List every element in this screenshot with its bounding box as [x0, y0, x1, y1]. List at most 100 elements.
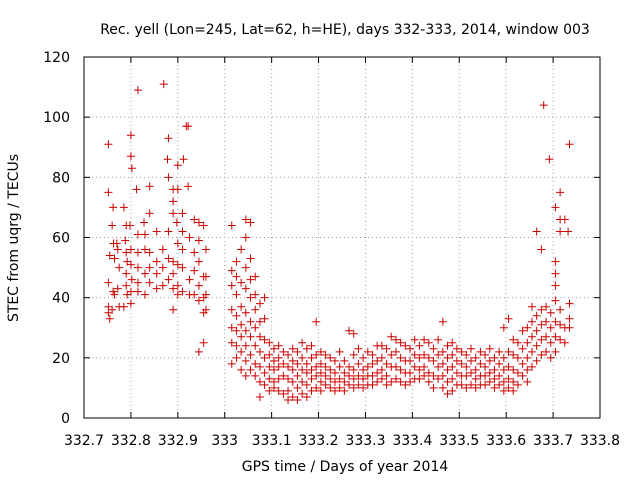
data-point — [104, 140, 113, 149]
data-point — [485, 377, 494, 386]
data-point — [424, 338, 433, 347]
data-point — [288, 377, 297, 386]
data-point — [227, 221, 236, 230]
data-point — [377, 365, 386, 374]
data-point — [237, 332, 246, 341]
data-point — [227, 281, 236, 290]
data-point — [340, 377, 349, 386]
data-point — [316, 347, 325, 356]
data-point — [104, 278, 113, 287]
data-point — [260, 314, 269, 323]
data-point — [307, 341, 316, 350]
data-point — [237, 365, 246, 374]
data-point — [227, 266, 236, 275]
data-point — [194, 281, 203, 290]
data-point — [112, 239, 121, 248]
data-point — [227, 359, 236, 368]
data-point — [448, 374, 457, 383]
data-point — [133, 278, 142, 287]
data-point — [169, 269, 178, 278]
data-point — [152, 257, 161, 266]
data-point — [424, 353, 433, 362]
data-point — [504, 383, 513, 392]
data-point — [312, 317, 321, 326]
data-point — [302, 380, 311, 389]
y-tick-label: 0 — [61, 411, 70, 427]
data-point — [133, 86, 142, 95]
data-point — [452, 368, 461, 377]
data-point — [330, 386, 339, 395]
data-point — [246, 365, 255, 374]
data-point — [382, 359, 391, 368]
data-point — [509, 335, 518, 344]
x-tick-label: 332.8 — [111, 433, 151, 449]
data-point — [274, 341, 283, 350]
data-point — [335, 383, 344, 392]
data-point — [201, 305, 210, 314]
data-point — [316, 359, 325, 368]
data-point — [527, 332, 536, 341]
data-point — [509, 350, 518, 359]
data-point — [448, 338, 457, 347]
data-point — [105, 314, 114, 323]
data-point — [321, 371, 330, 380]
data-point — [260, 353, 269, 362]
data-points — [104, 80, 574, 404]
data-point — [316, 386, 325, 395]
data-point — [382, 344, 391, 353]
x-tick-label: 332.9 — [158, 433, 198, 449]
data-point — [302, 392, 311, 401]
data-point — [564, 227, 573, 236]
data-point — [504, 362, 513, 371]
data-point — [546, 353, 555, 362]
data-point — [354, 380, 363, 389]
data-point — [104, 188, 113, 197]
x-tick-label: 333.2 — [298, 433, 338, 449]
data-point — [121, 236, 130, 245]
data-point — [481, 380, 490, 389]
data-point — [158, 263, 167, 272]
data-point — [434, 350, 443, 359]
data-point — [321, 350, 330, 359]
data-point — [434, 335, 443, 344]
data-point — [152, 227, 161, 236]
data-point — [145, 278, 154, 287]
data-point — [429, 371, 438, 380]
data-point — [126, 131, 135, 140]
x-tick-label: 333.3 — [345, 433, 385, 449]
data-point — [246, 254, 255, 263]
x-tick-label: 333.4 — [392, 433, 432, 449]
data-point — [269, 356, 278, 365]
data-point — [326, 374, 335, 383]
data-point — [509, 386, 518, 395]
data-point — [527, 302, 536, 311]
data-point — [340, 368, 349, 377]
data-point — [190, 248, 199, 257]
data-point — [284, 350, 293, 359]
data-point — [246, 218, 255, 227]
data-point — [330, 377, 339, 386]
data-point — [126, 245, 135, 254]
data-point — [382, 371, 391, 380]
data-point — [255, 299, 264, 308]
data-point — [499, 323, 508, 332]
data-point — [199, 221, 208, 230]
data-point — [560, 338, 569, 347]
data-point — [312, 383, 321, 392]
data-point — [194, 257, 203, 266]
data-point — [255, 362, 264, 371]
data-point — [523, 338, 532, 347]
data-point — [255, 392, 264, 401]
data-point — [499, 386, 508, 395]
data-point — [565, 314, 574, 323]
data-point — [164, 254, 173, 263]
data-point — [115, 263, 124, 272]
data-point — [178, 287, 187, 296]
data-point — [565, 140, 574, 149]
data-point — [284, 362, 293, 371]
data-point — [241, 215, 250, 224]
data-point — [246, 332, 255, 341]
data-point — [545, 155, 554, 164]
data-point — [145, 209, 154, 218]
data-point — [237, 347, 246, 356]
